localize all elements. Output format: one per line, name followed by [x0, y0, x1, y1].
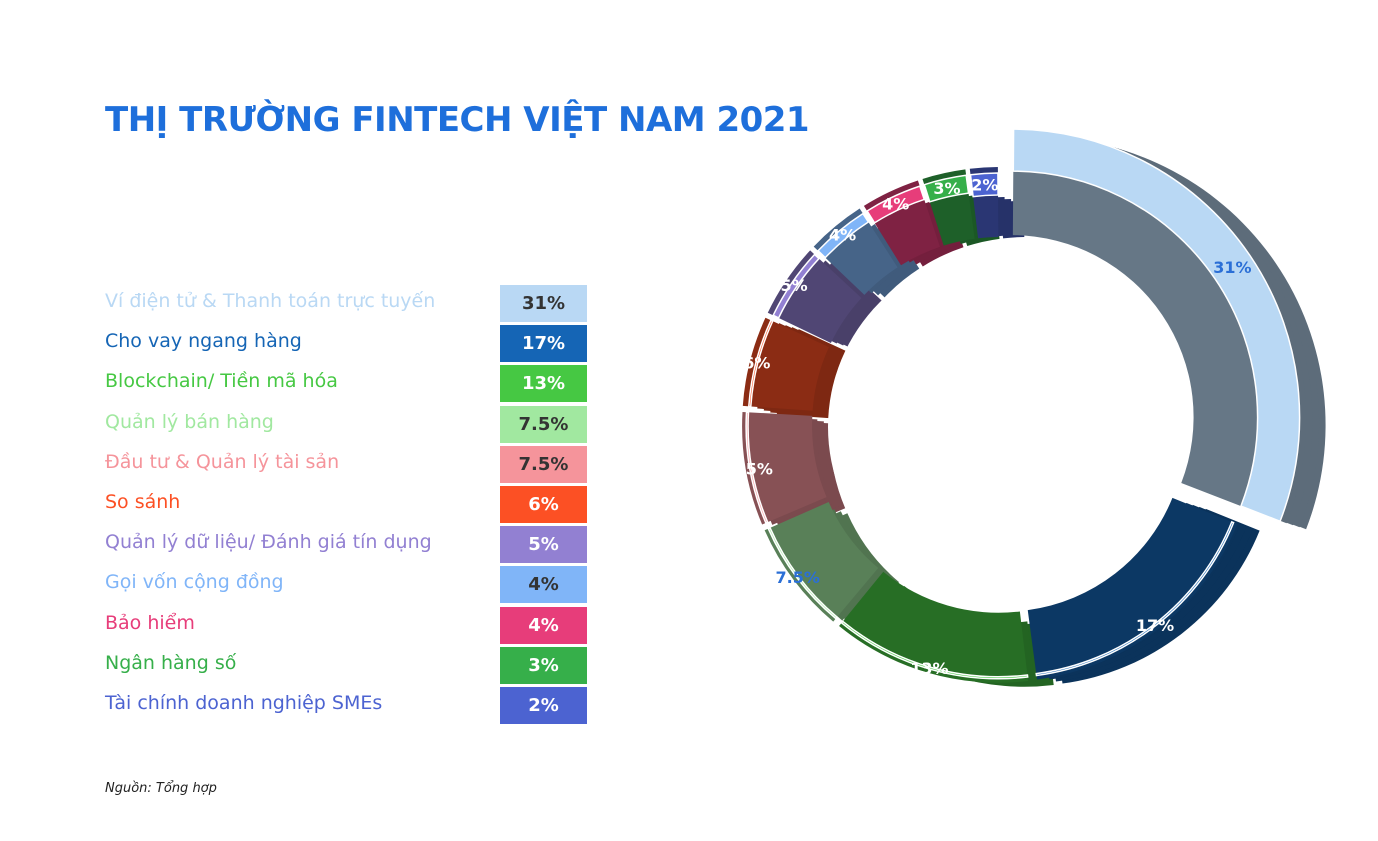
- legend-value-badge: 3%: [500, 646, 587, 684]
- legend-value-badge: 4%: [500, 606, 587, 644]
- legend-value-badge: 7.5%: [500, 445, 587, 483]
- legend-item: Đầu tư & Quản lý tài sản 7.5%: [105, 445, 590, 485]
- slice-value-label: 3%: [933, 179, 960, 198]
- legend-label: So sánh: [105, 490, 181, 513]
- legend-item: Quản lý dữ liệu/ Đánh giá tín dụng 5%: [105, 525, 590, 565]
- slice-value-label: 4%: [882, 194, 909, 213]
- source-note: Nguồn: Tổng hợp: [105, 781, 217, 796]
- legend-value-badge: 13%: [500, 365, 587, 403]
- slice-value-label: 7.5%: [775, 568, 819, 587]
- legend-value-badge: 17%: [500, 325, 587, 363]
- donut-slice-inner-wall: [1027, 497, 1238, 680]
- legend-item: Quản lý bán hàng 7.5%: [105, 405, 590, 445]
- donut-slice-inner-wall: [839, 571, 1029, 683]
- legend-item: Gọi vốn cộng đồng 4%: [105, 565, 590, 605]
- donut-slice: [772, 253, 821, 319]
- legend-label: Đầu tư & Quản lý tài sản: [105, 450, 340, 473]
- slice-value-label: 6%: [743, 354, 770, 373]
- legend-value-badge: 31%: [500, 285, 587, 322]
- slice-value-label: 5%: [780, 276, 807, 295]
- legend-item: Cho vay ngang hàng 17%: [105, 324, 590, 364]
- legend-label: Blockchain/ Tiền mã hóa: [105, 370, 338, 393]
- donut-slice-inner-wall: [813, 208, 898, 295]
- donut-slice: [1012, 128, 1301, 523]
- legend-label: Bảo hiểm: [105, 611, 195, 634]
- legend-item: Bảo hiểm 4%: [105, 606, 590, 646]
- slice-value-label: 31%: [1213, 258, 1251, 277]
- donut-slice: [969, 172, 999, 198]
- donut-slice: [816, 212, 870, 259]
- slice-value-label: 4%: [829, 226, 856, 245]
- slice-value-label: 2%: [971, 175, 998, 194]
- legend-label: Gọi vốn cộng đồng: [105, 571, 284, 594]
- donut-slice: [767, 526, 839, 620]
- legend-item: Blockchain/ Tiền mã hóa 13%: [105, 364, 590, 404]
- legend-item: Ví điện tử & Thanh toán trực tuyến 31%: [105, 284, 590, 324]
- donut-slice: [1035, 520, 1235, 677]
- chart-title: THỊ TRƯỜNG FINTECH VIỆT NAM 2021: [105, 100, 810, 140]
- legend-label: Quản lý dữ liệu/ Đánh giá tín dụng: [105, 531, 432, 554]
- legend-value-badge: 6%: [500, 485, 587, 523]
- slice-value-label: 17%: [1136, 616, 1174, 635]
- donut-slice: [866, 185, 926, 224]
- legend-label: Quản lý bán hàng: [105, 410, 274, 433]
- legend-item: So sánh 6%: [105, 485, 590, 525]
- chart-legend: Ví điện tử & Thanh toán trực tuyến 31% Cho…: [105, 284, 590, 726]
- legend-label: Tài chính doanh nghiệp SMEs: [105, 691, 383, 714]
- legend-value-badge: 7.5%: [500, 405, 587, 443]
- legend-item: Ngân hàng số 3%: [105, 646, 590, 686]
- legend-value-badge: 5%: [500, 526, 587, 564]
- donut-slice: [923, 174, 970, 203]
- donut-slice: [747, 319, 774, 408]
- donut-slice-inner-wall: [742, 411, 827, 525]
- legend-label: Cho vay ngang hàng: [105, 330, 302, 353]
- legend-value-badge: 2%: [500, 686, 587, 724]
- legend-value-badge: 4%: [500, 566, 587, 604]
- legend-label: Ngân hàng số: [105, 651, 237, 674]
- slice-value-label: 7.5%: [729, 459, 773, 478]
- donut-slice-inner-wall: [767, 250, 862, 343]
- donut-slice: [745, 411, 769, 524]
- slice-value-label: 13%: [910, 659, 948, 678]
- legend-label: Ví điện tử & Thanh toán trực tuyến: [105, 290, 436, 312]
- donut-hole: [828, 251, 1180, 603]
- legend-item: Tài chính doanh nghiệp SMEs 2%: [105, 686, 590, 726]
- donut-slice-inner-wall: [764, 502, 879, 622]
- donut-slice: [840, 620, 1029, 680]
